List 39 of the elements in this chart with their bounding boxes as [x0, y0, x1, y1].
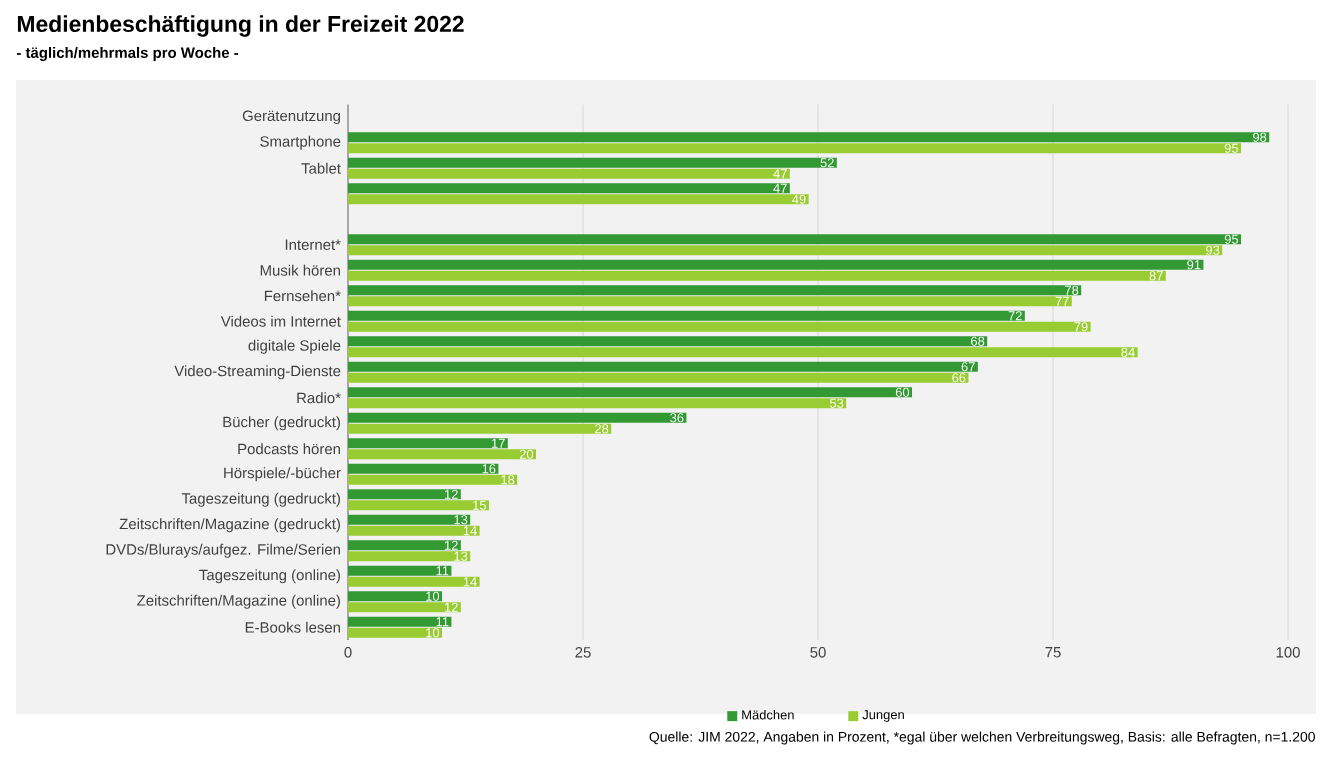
bar [348, 525, 480, 536]
bar [348, 602, 461, 613]
bar [348, 183, 790, 194]
bar [348, 372, 969, 383]
bar [348, 423, 612, 434]
bar [348, 387, 913, 398]
bar [348, 321, 1091, 332]
bar [348, 514, 471, 525]
bar [348, 296, 1072, 307]
bar [348, 259, 1204, 270]
bar [348, 168, 790, 179]
bar [348, 449, 537, 460]
bar [348, 285, 1082, 296]
bar [348, 398, 847, 409]
bar [348, 361, 978, 372]
bar [348, 143, 1242, 154]
bar [348, 489, 461, 500]
bar [348, 347, 1138, 358]
bar [348, 474, 518, 485]
bar [348, 438, 508, 449]
bar [348, 463, 499, 474]
bar [348, 412, 687, 423]
bar [348, 616, 452, 627]
bar [348, 500, 490, 511]
bar [348, 551, 471, 562]
bar [348, 245, 1223, 256]
bar [348, 336, 988, 347]
bar [348, 576, 480, 587]
bar [348, 591, 443, 602]
bar [348, 310, 1025, 321]
bar [348, 540, 461, 551]
chart-title: Medienbeschäftigung in der Freizeit 2022 [17, 15, 464, 37]
bar [348, 565, 452, 576]
bar [348, 234, 1242, 245]
bar [348, 132, 1270, 143]
bar [348, 194, 809, 205]
bar [348, 270, 1166, 281]
bar [348, 157, 837, 168]
bar [348, 627, 443, 638]
